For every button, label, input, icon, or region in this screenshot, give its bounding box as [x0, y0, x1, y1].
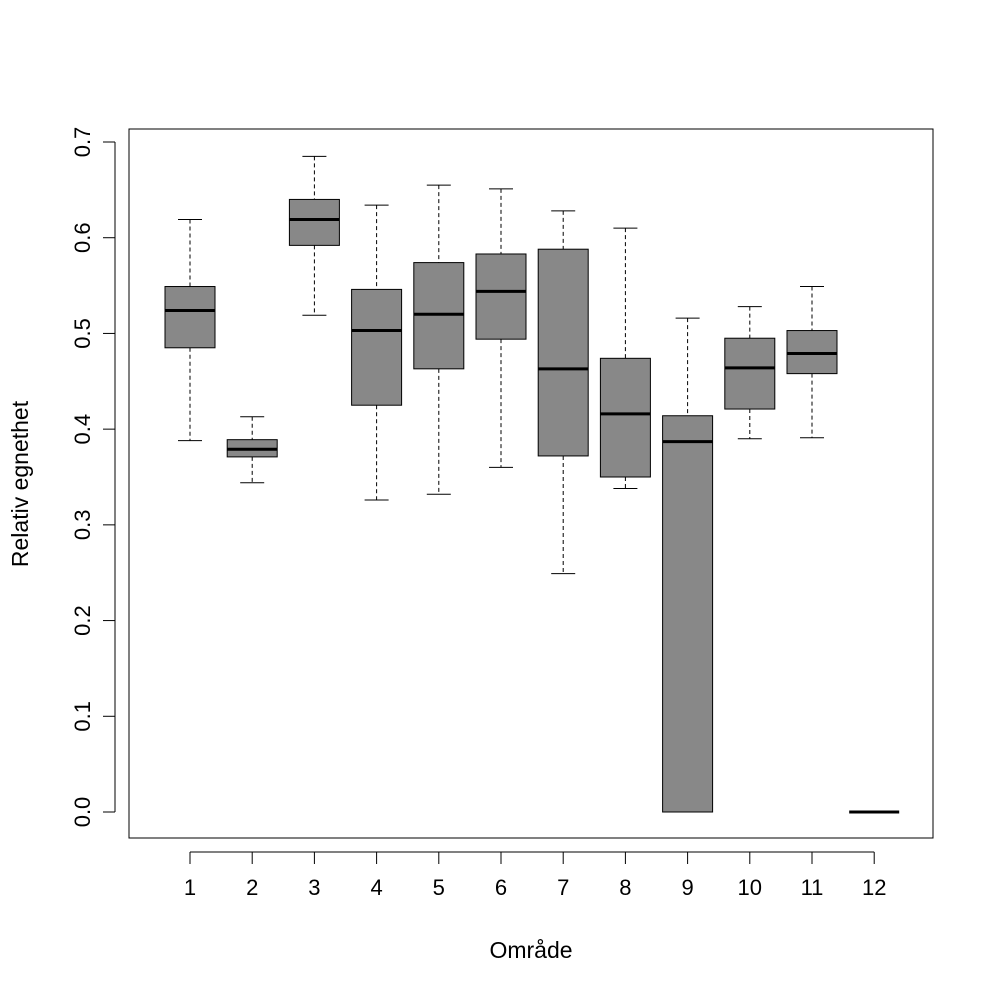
box-9 — [662, 317, 714, 813]
y-tick-label: 0.6 — [70, 222, 95, 253]
box-10 — [724, 306, 776, 440]
box-2 — [226, 416, 278, 484]
box-body — [164, 286, 216, 349]
box-3 — [288, 155, 340, 316]
y-tick-label: 0.0 — [70, 797, 95, 828]
box-body — [288, 198, 340, 246]
box-body — [599, 357, 651, 478]
box-1 — [164, 219, 216, 442]
box-8 — [599, 227, 651, 489]
y-tick-label: 0.4 — [70, 414, 95, 445]
x-tick-label: 2 — [246, 875, 258, 900]
box-7 — [537, 210, 589, 575]
box-6 — [475, 188, 527, 468]
x-axis: 1 2 3 4 5 6 7 8 9 10 11 12 — [184, 851, 886, 900]
box-body — [662, 415, 714, 813]
plot-frame — [128, 128, 934, 839]
x-tick-label: 9 — [681, 875, 693, 900]
y-tick-label: 0.3 — [70, 510, 95, 541]
x-tick-label: 6 — [495, 875, 507, 900]
y-axis-label: Relativ egnethet — [7, 400, 33, 567]
x-tick-label: 7 — [557, 875, 569, 900]
y-tick-label: 0.2 — [70, 605, 95, 636]
y-tick-label: 0.7 — [70, 127, 95, 158]
boxes-group — [164, 155, 900, 814]
box-5 — [413, 184, 465, 495]
x-tick-label: 4 — [370, 875, 382, 900]
box-body — [724, 337, 776, 410]
box-body — [537, 248, 589, 457]
x-tick-label: 8 — [619, 875, 631, 900]
y-tick-label: 0.1 — [70, 701, 95, 732]
x-tick-label: 10 — [738, 875, 762, 900]
box-4 — [351, 204, 403, 501]
x-tick-label: 12 — [862, 875, 886, 900]
x-tick-label: 3 — [308, 875, 320, 900]
x-tick-label: 1 — [184, 875, 196, 900]
box-11 — [786, 286, 838, 439]
x-tick-label: 5 — [433, 875, 445, 900]
y-axis: 0.0 0.1 0.2 0.3 0.4 0.5 0.6 0.7 — [70, 127, 116, 828]
x-axis-label: Område — [489, 937, 572, 963]
box-body — [475, 253, 527, 340]
box-body — [351, 288, 403, 406]
y-tick-label: 0.5 — [70, 318, 95, 349]
x-tick-label: 11 — [801, 875, 824, 900]
